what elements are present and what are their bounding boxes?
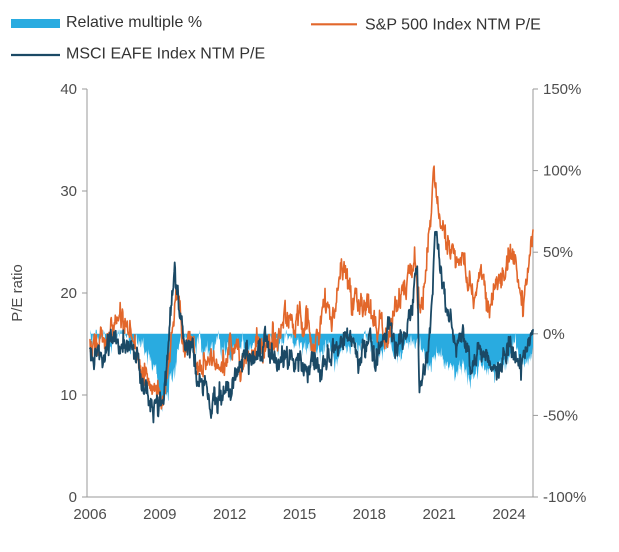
svg-text:20: 20 <box>60 285 77 302</box>
svg-text:2012: 2012 <box>213 506 246 523</box>
svg-text:0: 0 <box>69 489 77 506</box>
svg-text:-50%: -50% <box>543 407 578 424</box>
svg-text:P/E ratio: P/E ratio <box>9 264 26 322</box>
svg-text:100%: 100% <box>543 163 581 180</box>
svg-text:-100%: -100% <box>543 489 586 506</box>
svg-text:2018: 2018 <box>353 506 386 523</box>
svg-text:2009: 2009 <box>143 506 176 523</box>
svg-text:30: 30 <box>60 183 77 200</box>
svg-text:2024: 2024 <box>492 506 525 523</box>
svg-text:MSCI EAFE Index NTM P/E: MSCI EAFE Index NTM P/E <box>66 46 265 63</box>
svg-text:10: 10 <box>60 387 77 404</box>
svg-text:2015: 2015 <box>283 506 316 523</box>
svg-text:S&P 500 Index NTM P/E: S&P 500 Index NTM P/E <box>365 16 541 33</box>
svg-text:2006: 2006 <box>73 506 106 523</box>
svg-text:150%: 150% <box>543 81 581 98</box>
svg-text:0%: 0% <box>543 326 565 343</box>
svg-text:Relative multiple %: Relative multiple % <box>66 14 202 31</box>
svg-text:40: 40 <box>60 81 77 98</box>
svg-text:50%: 50% <box>543 244 573 261</box>
svg-text:2021: 2021 <box>422 506 455 523</box>
